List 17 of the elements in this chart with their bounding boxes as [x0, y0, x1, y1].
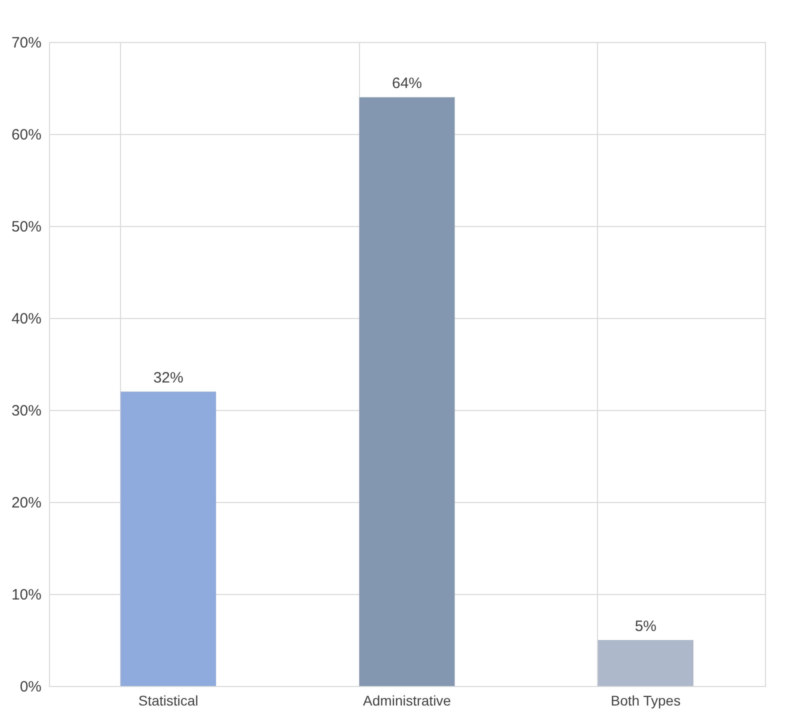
x-tick-label: Both Types: [610, 692, 681, 708]
y-tick-label: 50%: [11, 218, 42, 236]
data-label: 64%: [392, 75, 422, 92]
x-tick-label: Statistical: [138, 692, 198, 708]
data-label: 32%: [153, 370, 184, 387]
bar: [120, 392, 216, 686]
y-tick-label: 30%: [11, 402, 42, 420]
y-tick-label: 60%: [11, 126, 42, 144]
bar: [359, 97, 455, 686]
x-tick-label: Administrative: [363, 692, 452, 708]
y-tick-label: 20%: [11, 494, 42, 512]
data-label: 5%: [634, 618, 657, 635]
bar: [598, 640, 694, 686]
y-tick-label: 70%: [11, 34, 42, 52]
y-tick-label: 10%: [11, 586, 42, 604]
y-tick-label: 0%: [20, 678, 42, 696]
y-tick-label: 40%: [11, 310, 42, 328]
